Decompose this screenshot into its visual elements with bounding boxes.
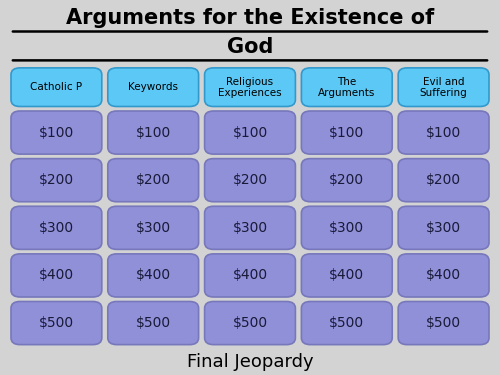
FancyBboxPatch shape bbox=[302, 254, 392, 297]
Text: $300: $300 bbox=[426, 221, 461, 235]
FancyBboxPatch shape bbox=[204, 206, 296, 249]
Text: $200: $200 bbox=[39, 173, 74, 187]
Text: $400: $400 bbox=[329, 268, 364, 282]
FancyBboxPatch shape bbox=[108, 159, 198, 202]
FancyBboxPatch shape bbox=[398, 68, 489, 106]
Text: $300: $300 bbox=[136, 221, 171, 235]
FancyBboxPatch shape bbox=[204, 111, 296, 154]
Text: $500: $500 bbox=[136, 316, 171, 330]
Text: $200: $200 bbox=[426, 173, 461, 187]
FancyBboxPatch shape bbox=[398, 206, 489, 249]
FancyBboxPatch shape bbox=[11, 254, 102, 297]
Text: $400: $400 bbox=[426, 268, 461, 282]
Text: $500: $500 bbox=[426, 316, 461, 330]
FancyBboxPatch shape bbox=[108, 302, 198, 345]
Text: The
Arguments: The Arguments bbox=[318, 76, 376, 98]
FancyBboxPatch shape bbox=[398, 159, 489, 202]
Text: $100: $100 bbox=[39, 126, 74, 140]
FancyBboxPatch shape bbox=[302, 159, 392, 202]
Text: $100: $100 bbox=[232, 126, 268, 140]
FancyBboxPatch shape bbox=[398, 111, 489, 154]
Text: $400: $400 bbox=[39, 268, 74, 282]
Text: Evil and
Suffering: Evil and Suffering bbox=[420, 76, 468, 98]
FancyBboxPatch shape bbox=[398, 302, 489, 345]
Text: Religious
Experiences: Religious Experiences bbox=[218, 76, 282, 98]
Text: $500: $500 bbox=[232, 316, 268, 330]
FancyBboxPatch shape bbox=[204, 68, 296, 106]
Text: God: God bbox=[227, 37, 273, 57]
Text: $200: $200 bbox=[136, 173, 171, 187]
FancyBboxPatch shape bbox=[108, 111, 198, 154]
Text: $300: $300 bbox=[39, 221, 74, 235]
FancyBboxPatch shape bbox=[302, 302, 392, 345]
Text: $500: $500 bbox=[329, 316, 364, 330]
FancyBboxPatch shape bbox=[11, 206, 102, 249]
FancyBboxPatch shape bbox=[302, 68, 392, 106]
Text: Arguments for the Existence of: Arguments for the Existence of bbox=[66, 8, 434, 28]
FancyBboxPatch shape bbox=[11, 68, 102, 106]
Text: $500: $500 bbox=[39, 316, 74, 330]
Text: $100: $100 bbox=[426, 126, 461, 140]
FancyBboxPatch shape bbox=[11, 111, 102, 154]
FancyBboxPatch shape bbox=[204, 254, 296, 297]
Text: $200: $200 bbox=[232, 173, 268, 187]
FancyBboxPatch shape bbox=[204, 159, 296, 202]
Text: $100: $100 bbox=[329, 126, 364, 140]
FancyBboxPatch shape bbox=[108, 206, 198, 249]
Text: $300: $300 bbox=[232, 221, 268, 235]
FancyBboxPatch shape bbox=[398, 254, 489, 297]
Text: $300: $300 bbox=[329, 221, 364, 235]
FancyBboxPatch shape bbox=[11, 159, 102, 202]
FancyBboxPatch shape bbox=[11, 302, 102, 345]
FancyBboxPatch shape bbox=[108, 254, 198, 297]
Text: $400: $400 bbox=[136, 268, 171, 282]
FancyBboxPatch shape bbox=[302, 206, 392, 249]
FancyBboxPatch shape bbox=[108, 68, 198, 106]
Text: Keywords: Keywords bbox=[128, 82, 178, 92]
Text: $200: $200 bbox=[329, 173, 364, 187]
Text: Catholic P: Catholic P bbox=[30, 82, 82, 92]
Text: Final Jeopardy: Final Jeopardy bbox=[186, 353, 314, 371]
FancyBboxPatch shape bbox=[302, 111, 392, 154]
Text: $100: $100 bbox=[136, 126, 171, 140]
Text: $400: $400 bbox=[232, 268, 268, 282]
FancyBboxPatch shape bbox=[204, 302, 296, 345]
